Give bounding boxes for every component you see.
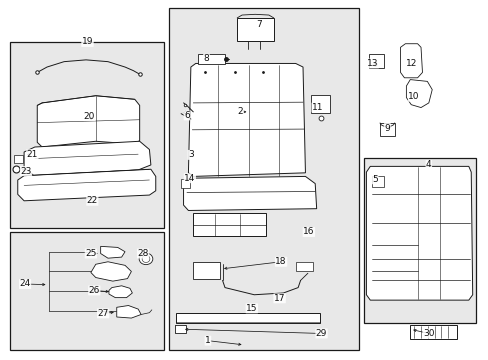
Text: 21: 21 xyxy=(27,150,38,159)
Polygon shape xyxy=(101,246,125,258)
Text: 13: 13 xyxy=(366,59,378,68)
Text: 16: 16 xyxy=(303,228,314,237)
Text: 15: 15 xyxy=(245,304,257,313)
Text: 25: 25 xyxy=(85,249,97,258)
Text: 6: 6 xyxy=(183,111,189,120)
Text: 9: 9 xyxy=(384,123,389,132)
Text: 18: 18 xyxy=(275,257,286,266)
Text: 22: 22 xyxy=(86,196,98,205)
Text: 10: 10 xyxy=(407,92,419,101)
Polygon shape xyxy=(37,96,140,147)
Text: 20: 20 xyxy=(83,112,95,121)
Polygon shape xyxy=(117,306,141,318)
Text: 1: 1 xyxy=(204,336,210,345)
Bar xyxy=(176,313,320,323)
Bar xyxy=(198,54,224,64)
Text: 24: 24 xyxy=(20,279,31,288)
Text: 29: 29 xyxy=(315,329,326,338)
Text: 4: 4 xyxy=(425,161,431,170)
Bar xyxy=(363,158,475,323)
Text: 8: 8 xyxy=(203,54,209,63)
Polygon shape xyxy=(406,80,431,108)
Text: 12: 12 xyxy=(405,59,416,68)
Text: 14: 14 xyxy=(184,174,195,183)
Polygon shape xyxy=(18,169,156,201)
Text: 2: 2 xyxy=(237,107,243,116)
Bar xyxy=(311,95,329,113)
Text: 28: 28 xyxy=(137,249,148,258)
Bar xyxy=(409,325,456,339)
Polygon shape xyxy=(366,166,472,300)
Text: 7: 7 xyxy=(256,19,262,28)
Text: 11: 11 xyxy=(311,103,323,112)
Text: 27: 27 xyxy=(97,309,108,318)
Bar xyxy=(10,42,163,228)
Text: 23: 23 xyxy=(20,167,32,176)
Polygon shape xyxy=(400,44,422,78)
Text: 17: 17 xyxy=(273,294,285,303)
Bar xyxy=(379,123,394,136)
Text: 5: 5 xyxy=(371,175,377,184)
Polygon shape xyxy=(91,262,131,281)
Bar xyxy=(237,18,273,41)
Text: 30: 30 xyxy=(422,329,434,338)
Polygon shape xyxy=(188,63,305,176)
Ellipse shape xyxy=(142,255,150,262)
Text: 19: 19 xyxy=(81,37,93,46)
Bar xyxy=(368,54,384,68)
Polygon shape xyxy=(183,176,316,211)
Bar xyxy=(181,179,189,188)
Bar xyxy=(14,155,23,163)
Text: 3: 3 xyxy=(187,150,193,159)
Bar xyxy=(295,262,312,271)
Ellipse shape xyxy=(139,253,153,265)
Bar xyxy=(193,262,220,279)
Bar xyxy=(175,325,185,333)
Bar xyxy=(371,176,384,187)
Polygon shape xyxy=(24,141,151,176)
Bar xyxy=(168,8,358,350)
Bar xyxy=(10,232,163,350)
Text: 26: 26 xyxy=(88,286,100,295)
Bar xyxy=(193,213,266,236)
Polygon shape xyxy=(109,286,132,298)
